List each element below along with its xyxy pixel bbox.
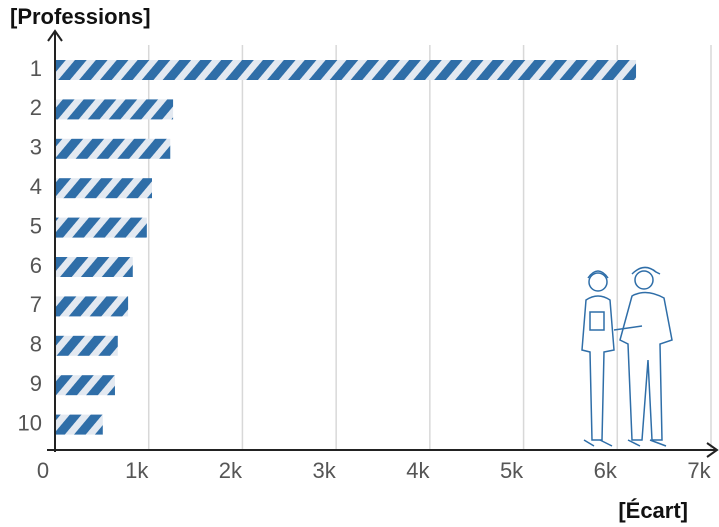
x-axis-title: [Écart] <box>618 498 688 523</box>
x-tick-label: 4k <box>406 458 430 483</box>
y-tick-label: 5 <box>30 213 42 238</box>
workers-illustration <box>581 266 673 447</box>
x-tick-label: 6k <box>594 458 618 483</box>
y-tick-label: 4 <box>30 174 42 199</box>
y-tick-label: 6 <box>30 253 42 278</box>
x-tick-label: 1k <box>125 458 149 483</box>
x-tick-label: 0 <box>37 458 49 483</box>
bar <box>55 217 147 238</box>
bar <box>55 257 133 277</box>
x-tick-label: 5k <box>500 458 524 483</box>
y-tick-label: 3 <box>30 135 42 160</box>
y-tick-label: 7 <box>30 292 42 317</box>
y-tick-label: 9 <box>30 371 42 396</box>
bar <box>55 375 115 396</box>
bar <box>55 414 103 435</box>
y-tick-label: 1 <box>30 56 42 81</box>
x-tick-label: 7k <box>687 458 711 483</box>
bar <box>55 178 152 199</box>
x-axis-arrow <box>706 442 719 458</box>
y-tick-label: 10 <box>18 410 42 435</box>
bar <box>55 296 129 317</box>
y-axis-arrow <box>47 29 63 42</box>
bar <box>55 99 174 120</box>
bar <box>55 138 171 159</box>
bar <box>55 60 637 80</box>
y-tick-label: 2 <box>30 95 42 120</box>
y-axis-title: [Professions] <box>10 4 151 29</box>
y-tick-label: 8 <box>30 332 42 357</box>
x-tick-label: 2k <box>219 458 243 483</box>
bar <box>55 335 118 356</box>
x-tick-label: 3k <box>313 458 337 483</box>
